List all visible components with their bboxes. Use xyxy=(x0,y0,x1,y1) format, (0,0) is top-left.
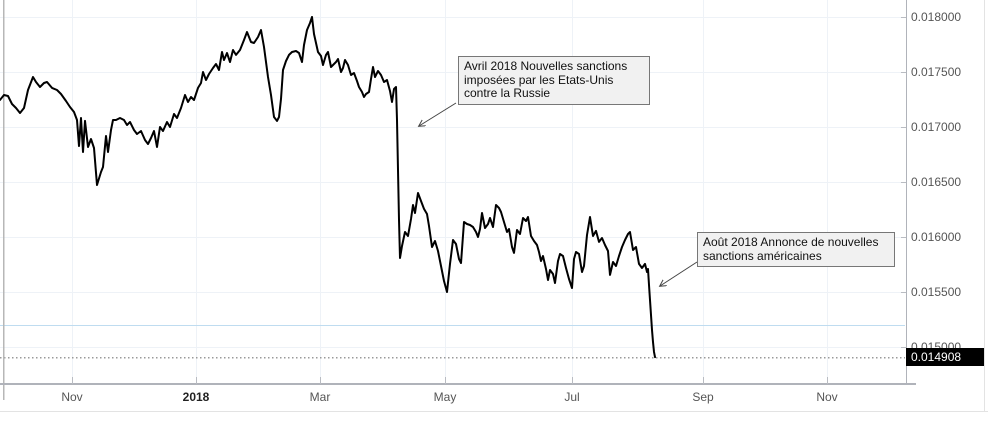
x-axis-label: Mar xyxy=(309,390,331,404)
y-axis-label: 0.015500 xyxy=(911,285,962,299)
x-axis-label: May xyxy=(433,390,457,404)
price-curve xyxy=(0,16,656,359)
x-axis-label: Jul xyxy=(564,390,580,404)
y-axis-label: 0.018000 xyxy=(911,10,962,24)
y-axis-label: 0.017000 xyxy=(911,120,962,134)
x-axis-label: Nov xyxy=(61,390,83,404)
x-axis-label: 2018 xyxy=(182,390,210,404)
x-axis-label: Sep xyxy=(692,390,714,404)
last-price-tag: 0.014908 xyxy=(906,348,984,366)
annotation-april-2018[interactable]: Avril 2018 Nouvelles sanctions imposées … xyxy=(458,56,650,105)
annotation-august-2018-text: Août 2018 Annonce de nouvelles sanctions… xyxy=(703,235,879,263)
annotation-august-2018[interactable]: Août 2018 Annonce de nouvelles sanctions… xyxy=(697,232,895,267)
annotation-arrow xyxy=(660,261,698,286)
annotation-april-2018-text: Avril 2018 Nouvelles sanctions imposées … xyxy=(464,59,628,100)
y-axis-label: 0.016500 xyxy=(911,175,962,189)
y-axis-label: 0.016000 xyxy=(911,230,962,244)
y-axis-label: 0.017500 xyxy=(911,65,962,79)
x-axis-label: Nov xyxy=(816,390,838,404)
annotation-arrow xyxy=(419,102,457,126)
